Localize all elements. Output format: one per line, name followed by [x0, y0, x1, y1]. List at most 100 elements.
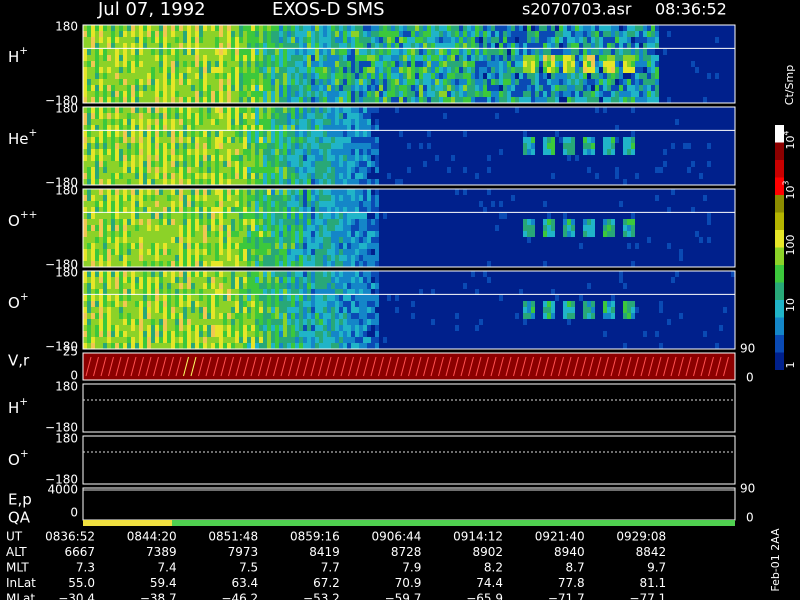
spectrogram-cell — [347, 289, 351, 295]
spectrogram-cell — [279, 61, 283, 67]
spectrogram-cell — [87, 337, 91, 343]
spectrogram-cell — [587, 225, 591, 231]
spectrogram-cell — [335, 125, 339, 131]
spectrogram-cell — [639, 79, 643, 85]
spectrogram-cell — [531, 301, 535, 307]
spectrogram-cell — [563, 213, 567, 219]
spectrogram-cell — [87, 113, 91, 119]
spectrogram-cell — [651, 97, 655, 103]
spectrogram-cell — [383, 213, 387, 219]
spectrogram-cell — [259, 61, 263, 67]
spectrogram-cell — [567, 143, 571, 149]
spectrogram-cell — [387, 97, 391, 103]
spectrogram-cell — [223, 255, 227, 261]
spectrogram-cell — [495, 49, 499, 55]
spectrogram-cell — [283, 155, 287, 161]
spectrogram-cell — [295, 295, 299, 301]
spectrogram-cell — [167, 289, 171, 295]
spectrogram-cell — [291, 231, 295, 237]
spectrogram-cell — [151, 261, 155, 267]
spectrogram-cell — [483, 31, 487, 37]
spectrogram-cell — [131, 331, 135, 337]
spectrogram-cell — [111, 283, 115, 289]
spectrogram-cell — [131, 189, 135, 195]
spectrogram-cell — [611, 97, 615, 103]
spectrogram-cell — [499, 97, 503, 103]
spectrogram-cell — [219, 283, 223, 289]
spectrogram-cell — [211, 31, 215, 37]
spectrogram-cell — [327, 289, 331, 295]
spectrogram-cell — [339, 243, 343, 249]
spectrogram-cell — [335, 283, 339, 289]
spectrogram-cell — [319, 207, 323, 213]
spectrogram-cell — [143, 243, 147, 249]
spectrogram-cell — [139, 201, 143, 207]
spectrogram-cell — [707, 143, 711, 149]
spectrogram-cell — [83, 237, 87, 243]
spectrogram-cell — [375, 119, 379, 125]
spectrogram-cell — [423, 85, 427, 91]
spectrogram-cell — [87, 219, 91, 225]
spectrogram-cell — [235, 337, 239, 343]
spectrogram-cell — [295, 97, 299, 103]
spectrogram-cell — [119, 43, 123, 49]
spectrogram-cell — [311, 61, 315, 67]
spectrogram-cell — [527, 25, 531, 31]
spectrogram-cell — [275, 249, 279, 255]
spectrogram-cell — [167, 325, 171, 331]
spectrogram-cell — [87, 295, 91, 301]
spectrogram-cell — [159, 173, 163, 179]
spectrogram-cell — [147, 249, 151, 255]
spectrogram-cell — [323, 271, 327, 277]
spectrogram-cell — [235, 167, 239, 173]
spectrogram-cell — [155, 319, 159, 325]
spectrogram-cell — [323, 289, 327, 295]
spectrogram-cell — [143, 319, 147, 325]
spectrogram-cell — [159, 243, 163, 249]
spectrogram-cell — [335, 85, 339, 91]
spectrogram-cell — [155, 255, 159, 261]
spectrogram-cell — [399, 31, 403, 37]
spectrogram-cell — [91, 255, 95, 261]
spectrogram-cell — [167, 225, 171, 231]
spectrogram-cell — [231, 213, 235, 219]
spectrogram-cell — [323, 107, 327, 113]
spectrogram-cell — [243, 31, 247, 37]
spectrogram-cell — [515, 31, 519, 37]
spectrogram-cell — [255, 255, 259, 261]
spectrogram-cell — [355, 173, 359, 179]
spectrogram-cell — [103, 119, 107, 125]
spectrogram-cell — [563, 37, 567, 43]
spectrogram-cell — [267, 325, 271, 331]
spectrogram-cell — [115, 155, 119, 161]
spectrogram-cell — [551, 85, 555, 91]
spectrogram-cell — [159, 149, 163, 155]
spectrogram-cell — [279, 271, 283, 277]
spectrogram-cell — [275, 195, 279, 201]
spectrogram-cell — [215, 207, 219, 213]
spectrogram-cell — [107, 125, 111, 131]
spectrogram-cell — [171, 343, 175, 349]
spectrogram-cell — [191, 173, 195, 179]
spectrogram-cell — [263, 325, 267, 331]
spectrogram-cell — [287, 31, 291, 37]
spectrogram-cell — [319, 243, 323, 249]
spectrogram-cell — [91, 161, 95, 167]
spectrogram-cell — [583, 91, 587, 97]
spectrogram-cell — [231, 113, 235, 119]
spectrogram-cell — [155, 149, 159, 155]
spectrogram-cell — [279, 195, 283, 201]
spectrogram-cell — [295, 79, 299, 85]
spectrogram-cell — [411, 49, 415, 55]
spectrogram-cell — [123, 283, 127, 289]
spectrogram-cell — [279, 343, 283, 349]
spectrogram-cell — [87, 207, 91, 213]
spectrogram-cell — [111, 125, 115, 131]
spectrogram-cell — [115, 167, 119, 173]
spectrogram-cell — [123, 37, 127, 43]
spectrogram-cell — [247, 125, 251, 131]
spectrogram-cell — [95, 343, 99, 349]
spectrogram-cell — [395, 37, 399, 43]
spectrogram-cell — [359, 25, 363, 31]
spectrogram-cell — [223, 337, 227, 343]
